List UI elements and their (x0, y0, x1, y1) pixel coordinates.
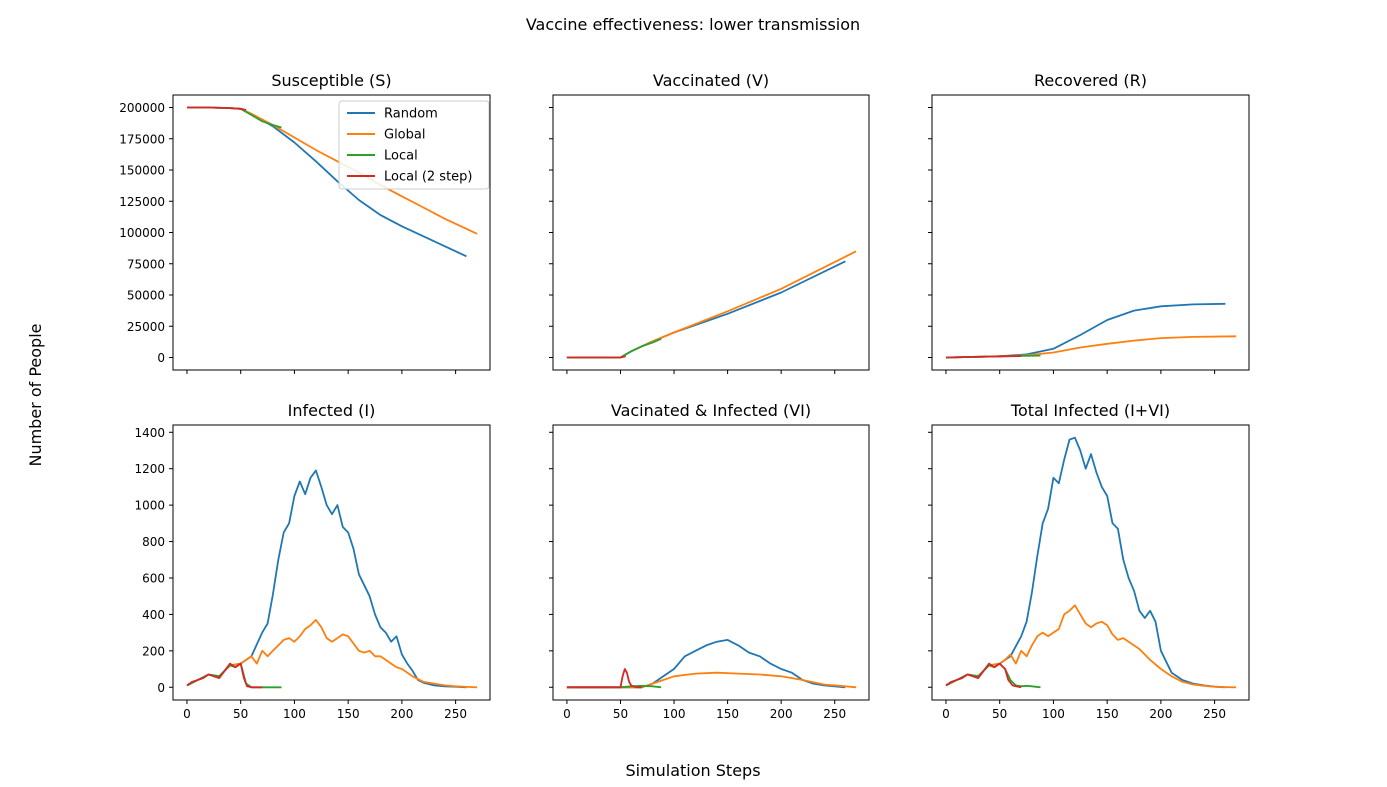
series-line-local-2-step (945, 662, 1022, 689)
series-lines (566, 250, 857, 359)
subplot-title: Recovered (R) (1034, 71, 1147, 90)
legend-label: Random (384, 107, 438, 122)
y-tick-label: 175000 (119, 132, 165, 146)
y-tick-label: 0 (157, 681, 165, 695)
x-tick-label: 100 (1042, 707, 1065, 721)
x-tick-label: 150 (337, 707, 360, 721)
series-line-global (945, 604, 1237, 689)
series-line-local-2-step (566, 355, 626, 359)
y-tick-label: 25000 (127, 320, 165, 334)
x-tick-label: 0 (563, 707, 571, 721)
y-tick-label: 400 (142, 608, 165, 622)
y-tick-label: 600 (142, 571, 165, 585)
y-tick-label: 125000 (119, 195, 165, 209)
legend-label: Global (384, 128, 425, 143)
axes-frame (552, 424, 870, 701)
series-lines (945, 302, 1237, 359)
x-tick-label: 250 (444, 707, 467, 721)
x-tick-label: 200 (1149, 707, 1172, 721)
y-tick-label: 75000 (127, 257, 165, 271)
series-line-local-2-step (945, 355, 1022, 359)
x-tick-label: 100 (663, 707, 686, 721)
y-tick-label: 1000 (134, 499, 165, 513)
series-line-global (566, 250, 857, 359)
series-line-local (566, 337, 662, 359)
x-tick-label: 0 (183, 707, 191, 721)
series-line-global (566, 671, 857, 689)
figure-suptitle: Vaccine effectiveness: lower transmissio… (526, 15, 860, 34)
series-lines (187, 106, 478, 258)
x-tick-label: 150 (716, 707, 739, 721)
subplot-title: Vaccinated (V) (653, 71, 769, 90)
y-tick-label: 0 (157, 351, 165, 365)
y-tick-label: 50000 (127, 289, 165, 303)
y-tick-label: 800 (142, 535, 165, 549)
x-tick-label: 50 (233, 707, 248, 721)
legend-frame (338, 100, 490, 190)
y-tick-label: 200 (142, 644, 165, 658)
series-line-random (566, 260, 846, 359)
subplot-title: Susceptible (S) (271, 71, 391, 90)
series-line-local-2-step (187, 106, 247, 111)
y-tick-label: 100000 (119, 226, 165, 240)
y-tick-label: 1200 (134, 462, 165, 476)
series-line-random (945, 436, 1226, 689)
legend-label: Local (384, 149, 418, 164)
y-tick-label: 1400 (134, 426, 165, 440)
series-line-random (186, 469, 467, 689)
subplot-3: Recovered (R) (928, 71, 1250, 374)
series-line-random (945, 302, 1226, 359)
series-line-local (187, 106, 282, 129)
x-tick-label: 150 (1096, 707, 1119, 721)
x-tick-label: 50 (613, 707, 628, 721)
x-tick-label: 100 (283, 707, 306, 721)
figure-ylabel: Number of People (26, 323, 45, 466)
x-tick-label: 50 (992, 707, 1007, 721)
series-line-local-2-step (566, 668, 642, 689)
x-tick-label: 0 (942, 707, 950, 721)
series-line-local-2-step (186, 662, 263, 689)
subplot-5: Vacinated & Infected (VI) 0 50 100 150 200 250 (549, 401, 870, 721)
subplot-title: Vacinated & Infected (VI) (611, 401, 811, 420)
subplot-4: Infected (I) 0 50 100 150 200 250 0 200 400 600 800… (134, 401, 491, 721)
axes-frame (552, 94, 870, 371)
axes-frame (931, 424, 1250, 701)
x-tick-label: 250 (1203, 707, 1226, 721)
series-lines (566, 639, 857, 689)
series-line-global (945, 335, 1237, 359)
series-lines (945, 436, 1237, 689)
subplot-title: Total Infected (I+VI) (1010, 401, 1170, 420)
legend-label: Local (2 step) (384, 170, 473, 185)
subplot-1: Susceptible (S) 0 25000 50000 75000 100000 125… (119, 71, 491, 374)
series-line-global (186, 619, 478, 689)
figure-xlabel: Simulation Steps (625, 761, 760, 780)
axes-frame (172, 424, 491, 701)
y-tick-label: 150000 (119, 164, 165, 178)
legend: Random Global Local Local (2 step) (338, 100, 490, 190)
subplot-title: Infected (I) (288, 401, 376, 420)
x-tick-label: 250 (823, 707, 846, 721)
x-tick-label: 200 (770, 707, 793, 721)
subplot-grid: Susceptible (S)0250005000075000100000125… (119, 71, 1250, 721)
subplot-6: Total Infected (I+VI) 0 50 100 150 200 250 (928, 401, 1250, 721)
subplot-2: Vaccinated (V) (549, 71, 870, 374)
x-tick-label: 200 (390, 707, 413, 721)
series-lines (186, 469, 478, 689)
y-tick-label: 200000 (119, 101, 165, 115)
